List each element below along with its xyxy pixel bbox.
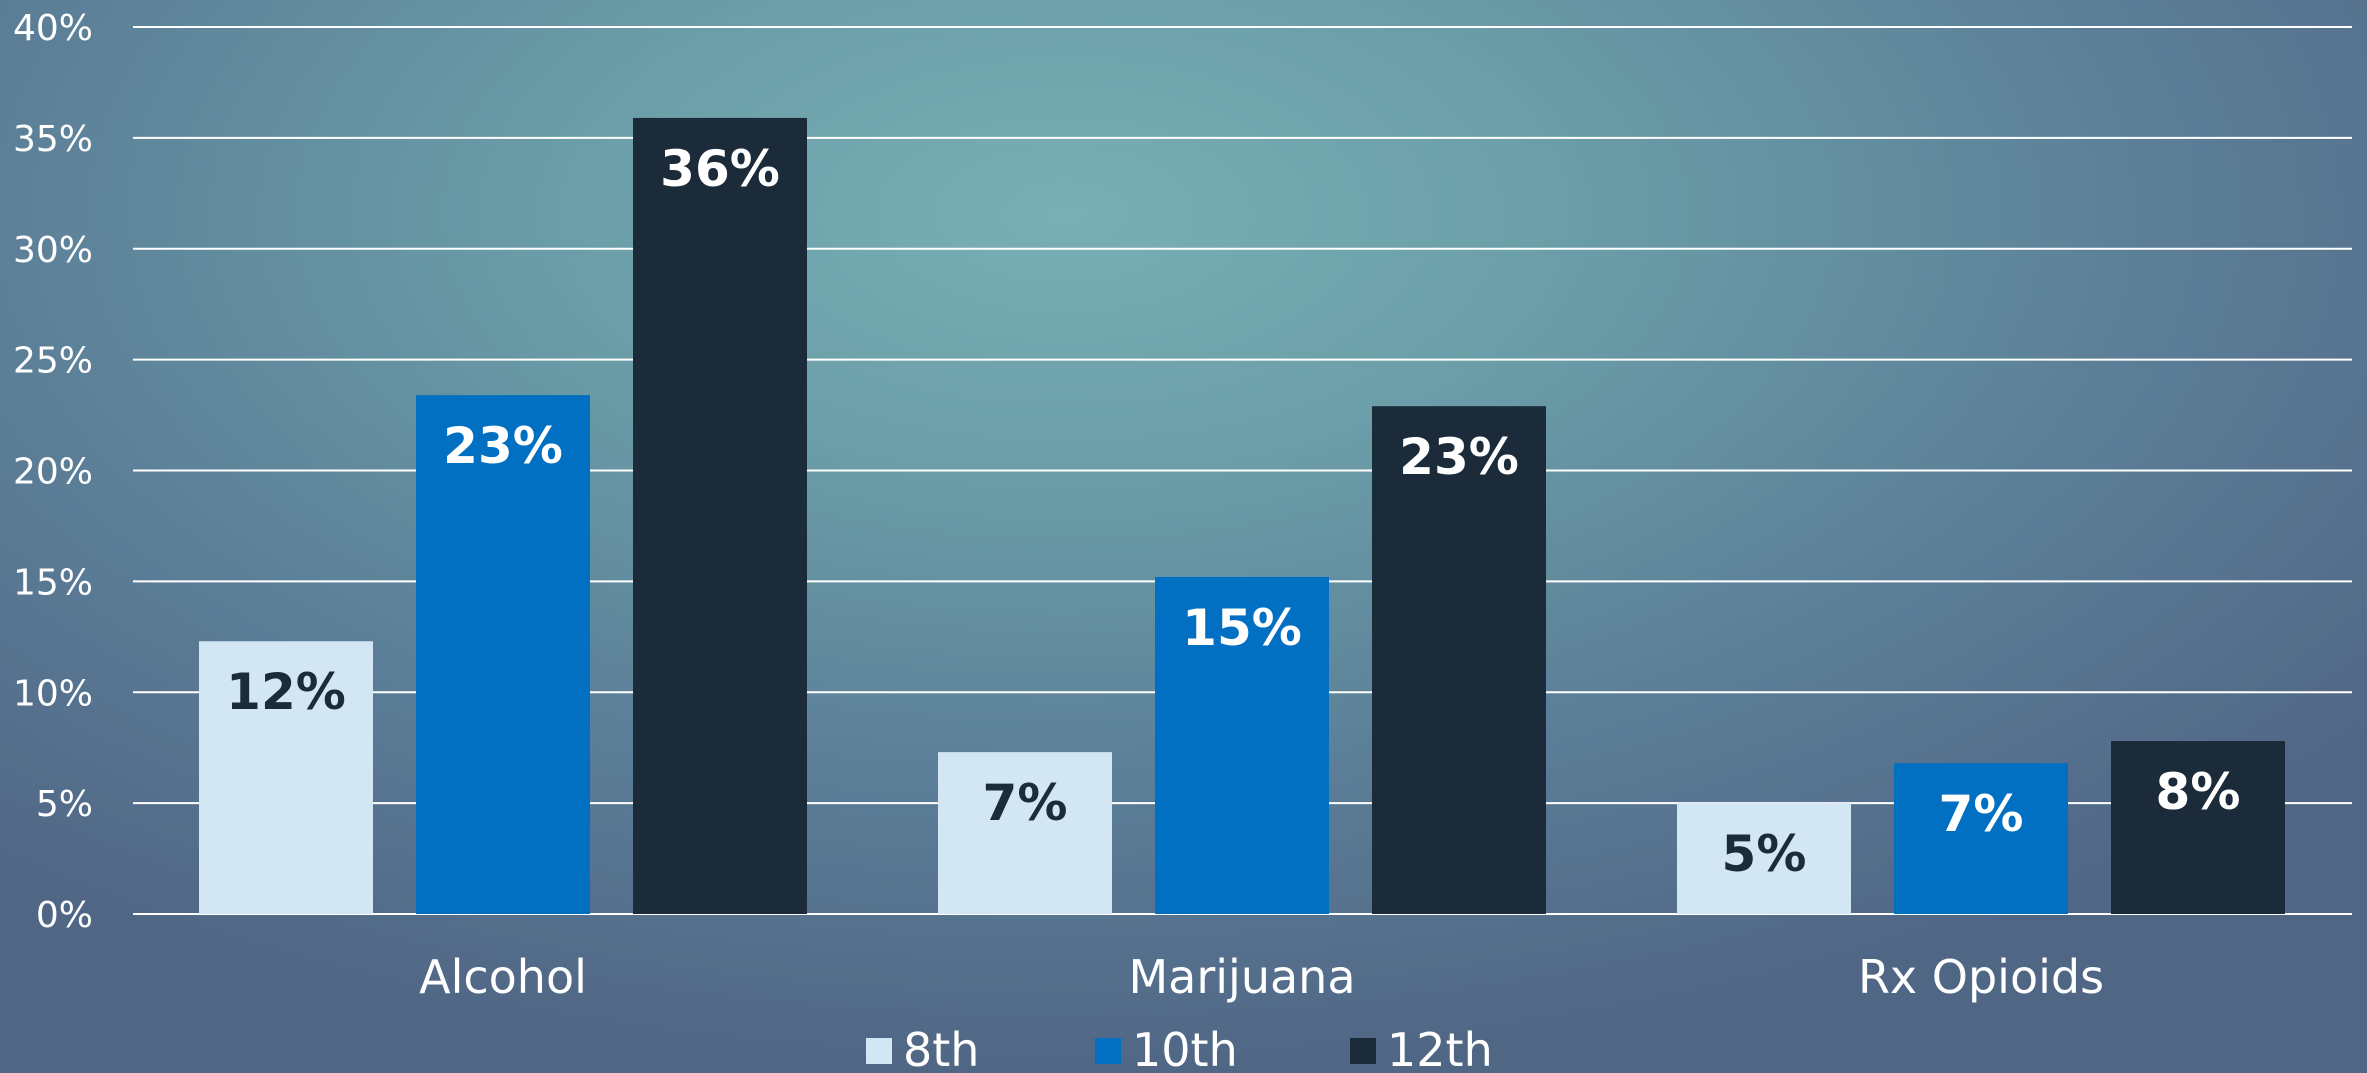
data-label: 23% xyxy=(1399,428,1519,486)
y-tick-label: 20% xyxy=(13,452,93,493)
bar-8th-alcohol xyxy=(199,641,373,914)
legend-label: 10th xyxy=(1132,1023,1238,1073)
data-label: 7% xyxy=(1939,785,2024,843)
y-tick-label: 30% xyxy=(13,230,93,271)
y-tick-label: 15% xyxy=(13,562,93,603)
bar-12th-marijuana xyxy=(1372,406,1546,914)
data-labels: 12% 23% 36% 7% 15% 23% 5% 7% 8% xyxy=(226,140,2240,883)
y-tick-label: 10% xyxy=(13,673,93,714)
bars xyxy=(199,117,2285,915)
data-label: 8% xyxy=(2156,763,2241,821)
legend-swatch xyxy=(1350,1038,1376,1064)
y-tick-label: 25% xyxy=(13,341,93,382)
data-label: 36% xyxy=(660,140,780,198)
x-category-label: Rx Opioids xyxy=(1858,950,2104,1004)
data-label: 12% xyxy=(226,663,346,721)
y-axis-ticks: 0% 5% 10% 15% 20% 25% 30% 35% 40% xyxy=(13,8,93,936)
legend-label: 12th xyxy=(1387,1023,1493,1073)
legend-swatch xyxy=(1095,1038,1121,1064)
bar-10th-marijuana xyxy=(1155,576,1329,914)
y-tick-label: 5% xyxy=(36,784,93,825)
bar-12th-rx-opioids xyxy=(2111,741,2285,914)
data-label: 23% xyxy=(443,417,563,475)
x-axis-categories: Alcohol Marijuana Rx Opioids xyxy=(419,950,2104,1004)
bar-12th-alcohol xyxy=(633,117,807,915)
bar-8th-marijuana xyxy=(938,752,1112,914)
x-category-label: Marijuana xyxy=(1128,950,1355,1004)
legend-item-12th: 12th xyxy=(1350,1023,1493,1073)
y-tick-label: 40% xyxy=(13,8,93,49)
x-category-label: Alcohol xyxy=(419,950,587,1004)
data-label: 7% xyxy=(983,774,1068,832)
bar-8th-rx-opioids xyxy=(1677,803,1851,914)
bar-10th-rx-opioids xyxy=(1894,763,2068,914)
data-label: 15% xyxy=(1182,599,1302,657)
legend-swatch xyxy=(866,1038,892,1064)
y-tick-label: 35% xyxy=(13,119,93,160)
data-label: 5% xyxy=(1722,825,1807,883)
bar-10th-alcohol xyxy=(416,395,590,915)
legend: 8th 10th 12th xyxy=(866,1023,1493,1073)
legend-label: 8th xyxy=(903,1023,979,1073)
legend-item-10th: 10th xyxy=(1095,1023,1238,1073)
legend-item-8th: 8th xyxy=(866,1023,979,1073)
y-tick-label: 0% xyxy=(36,895,93,936)
